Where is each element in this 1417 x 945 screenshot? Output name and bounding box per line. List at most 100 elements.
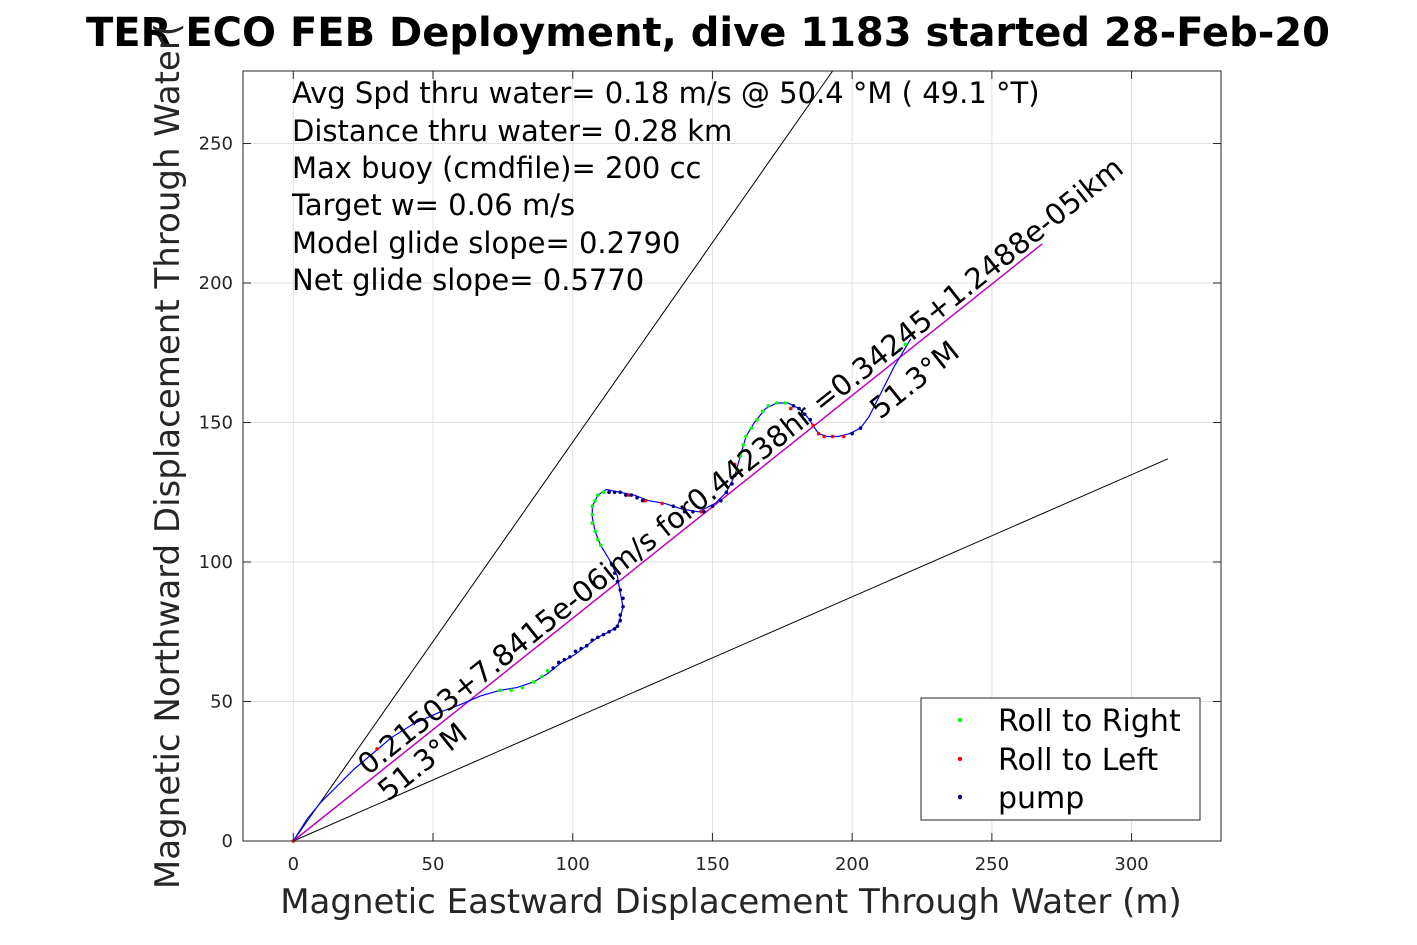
pump-point <box>590 638 595 642</box>
pump-point <box>710 504 715 509</box>
roll-left-point <box>830 434 835 439</box>
roll-right-point <box>749 426 754 430</box>
roll-right-point <box>774 401 779 405</box>
roll-right-point <box>744 434 748 439</box>
x-tick-label: 300 <box>1114 854 1148 875</box>
pump-point <box>601 632 606 637</box>
roll-right-point <box>590 521 595 525</box>
x-tick-label: 200 <box>835 854 869 875</box>
roll-right-point <box>735 468 740 472</box>
pump-point <box>579 646 583 651</box>
pump-point <box>850 431 854 436</box>
pump-point <box>596 635 600 640</box>
pump-point <box>808 417 813 422</box>
legend-marker-roll-right <box>957 717 963 723</box>
roll-left-point <box>822 434 827 439</box>
axes-box <box>242 70 1222 842</box>
roll-left-point <box>788 406 793 411</box>
roll-right-point <box>540 674 544 679</box>
legend-pump: pump <box>998 781 1084 816</box>
pump-point <box>621 596 625 601</box>
x-tick-label: 250 <box>975 854 1009 875</box>
stat-distance: Distance thru water= 0.28 km <box>292 114 732 148</box>
legend-box <box>920 697 1201 821</box>
pump-point <box>607 490 611 495</box>
pump-point <box>607 629 611 634</box>
y-tick-label: 100 <box>199 552 233 573</box>
stat-avg-speed: Avg Spd thru water= 0.18 m/s @ 50.4 °M (… <box>292 76 1040 110</box>
roll-right-point <box>590 512 595 517</box>
legend-marker-roll-left <box>957 756 963 762</box>
y-tick-label: 150 <box>199 413 233 434</box>
roll-right-point <box>598 543 603 548</box>
roll-right-point <box>545 669 550 673</box>
roll-right-point <box>741 443 745 447</box>
x-tick-label: 0 <box>288 854 299 875</box>
roll-right-point <box>593 529 597 534</box>
pump-point <box>568 655 572 659</box>
pump-point <box>858 426 863 430</box>
cone-line-2 <box>293 458 1169 842</box>
roll-right-point <box>755 417 759 422</box>
y-tick-label: 50 <box>210 692 233 713</box>
legend: Roll to Right Roll to Left pump <box>920 697 1201 821</box>
plot-area <box>291 70 1169 843</box>
legend-roll-left: Roll to Left <box>998 743 1158 778</box>
pump-point <box>802 412 807 416</box>
y-tick-label: 250 <box>199 134 233 155</box>
roll-right-point <box>897 348 902 352</box>
roll-right-point <box>590 504 595 509</box>
roll-right-point <box>593 498 597 503</box>
roll-left-point <box>811 423 815 428</box>
stat-max-buoy: Max buoy (cmdfile)= 200 cc <box>292 151 701 185</box>
pump-point <box>584 643 589 648</box>
x-tick-label: 50 <box>422 854 445 875</box>
pump-point <box>640 498 645 503</box>
pump-point <box>730 482 734 486</box>
cone-line-1 <box>292 70 834 842</box>
chart-title: TER ECO FEB Deployment, dive 1183 starte… <box>86 10 1330 56</box>
roll-right-point <box>596 493 600 497</box>
pump-point <box>629 493 634 497</box>
roll-right-point <box>498 688 502 693</box>
roll-right-point <box>601 490 606 495</box>
pump-point <box>624 493 628 497</box>
pump-point <box>797 406 801 411</box>
pump-point <box>691 509 695 514</box>
pump-point <box>615 624 620 628</box>
pump-point <box>618 613 623 617</box>
pump-point <box>671 504 676 509</box>
pump-point <box>612 490 617 495</box>
stat-net-glide-slope: Net glide slope= 0.5770 <box>292 263 644 297</box>
stat-target-w: Target w= 0.06 m/s <box>291 188 575 222</box>
roll-right-point <box>531 680 536 684</box>
x-tick-label: 100 <box>556 854 590 875</box>
roll-left-point <box>375 747 379 751</box>
pump-point <box>702 509 706 514</box>
pump-point <box>635 496 639 500</box>
pump-point <box>551 666 555 670</box>
pump-point <box>719 498 723 503</box>
pump-point <box>562 657 567 662</box>
roll-right-point <box>783 401 787 405</box>
roll-left-point <box>643 498 648 503</box>
x-tick-label: 150 <box>695 854 729 875</box>
roll-left-point <box>699 509 704 514</box>
roll-left-point <box>660 501 664 506</box>
pump-point <box>732 473 737 478</box>
pump-point <box>621 604 625 609</box>
roll-left-point <box>626 493 631 497</box>
roll-left-point <box>732 462 737 467</box>
pump-point <box>682 509 687 514</box>
y-tick-label: 0 <box>222 831 233 852</box>
pump-point <box>573 649 578 654</box>
roll-right-point <box>903 342 908 347</box>
pump-point <box>618 618 623 623</box>
roll-right-point <box>760 409 765 414</box>
stat-model-glide-slope: Model glide slope= 0.2790 <box>292 226 680 260</box>
pump-point <box>556 660 561 665</box>
stats-block: Avg Spd thru water= 0.18 m/s @ 50.4 °M (… <box>291 76 1040 297</box>
roll-right-point <box>509 688 514 693</box>
net-glide-line <box>292 243 1043 842</box>
